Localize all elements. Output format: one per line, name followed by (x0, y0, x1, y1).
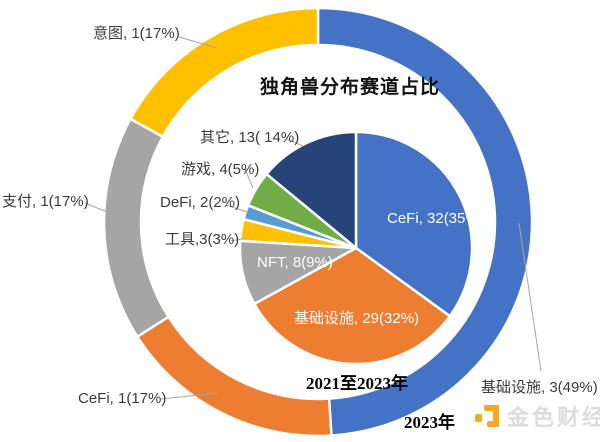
watermark-brand-text: 金色财经 (507, 405, 600, 430)
label-outer-zhifu: 支付, 1(17%) (2, 193, 89, 210)
inner-pie-2021-2023 (238, 130, 474, 366)
pie-slice-其它 (265, 130, 358, 250)
ring-slice-意图 (129, 6, 320, 138)
leader-line-jichusheshi-outer (518, 222, 542, 372)
leader-lines (84, 36, 542, 400)
label-inner-qita: 其它, 13( 14%) (200, 129, 300, 146)
label-outer-jichusheshi: 基础设施, 3(49%) (481, 379, 598, 396)
leader-line-qita (286, 138, 304, 147)
label-inner-defi: DeFi, 2(2%) (160, 194, 241, 211)
jinse-logo-icon (475, 403, 501, 429)
leader-line-defi (225, 204, 248, 213)
outer-donut-2023 (102, 6, 534, 438)
caption-inner-period: 2021至2023年 (306, 374, 408, 393)
label-outer-cefi: CeFi, 1(17%) (78, 390, 167, 407)
label-inner-youxi: 游戏, 4(5%) (181, 161, 260, 178)
leader-line-zhifu (84, 202, 108, 213)
label-inner-jichusheshi: 基础设施, 29(32%) (294, 310, 420, 327)
ring-slice-基础设施 (316, 6, 534, 437)
leader-line-gongju (230, 237, 248, 242)
label-inner-cefi: CeFi, 32(35%) (387, 210, 484, 227)
label-inner-gongju: 工具,3(3%) (165, 231, 240, 248)
leader-line-yitu (178, 36, 218, 49)
pie-slice-CeFi (354, 130, 474, 318)
label-inner-nft: NFT, 8(9%) (257, 254, 333, 271)
ring-slice-支付 (102, 117, 170, 338)
watermark: 金色财经 (475, 400, 600, 432)
leader-line-youxi (244, 168, 254, 189)
leader-line-cefi-outer (160, 392, 219, 400)
chart-title: 独角兽分布赛道占比 (259, 77, 440, 98)
label-outer-yitu: 意图, 1(17%) (93, 25, 180, 42)
caption-outer-period: 2023年 (404, 413, 455, 432)
pie-slice-基础设施 (253, 246, 452, 366)
